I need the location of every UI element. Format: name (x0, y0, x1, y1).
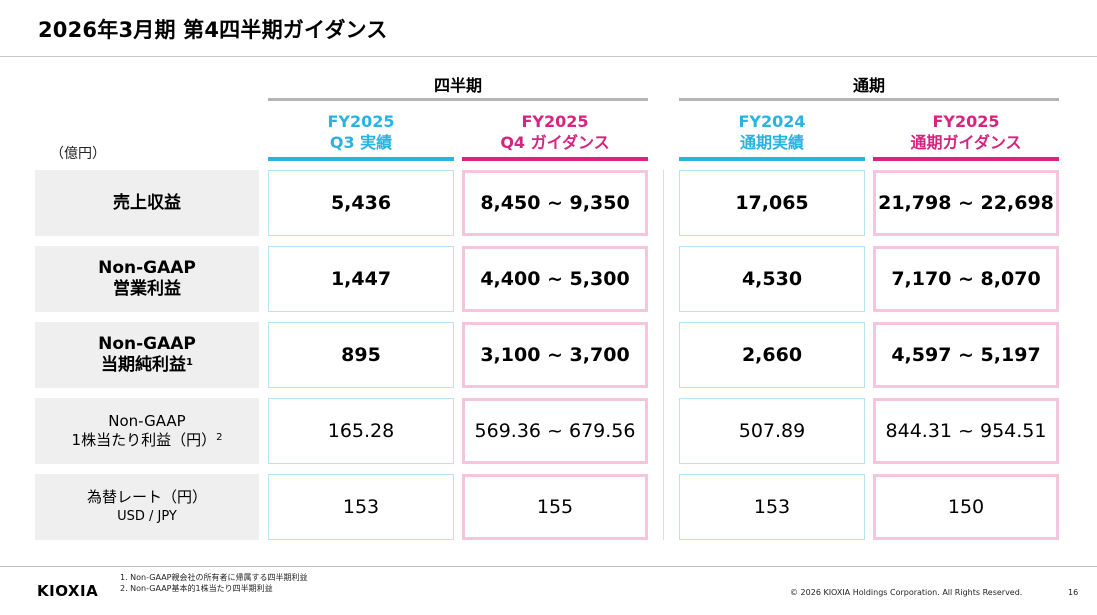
row-label-line2: 1株当たり利益（円） (71, 431, 217, 449)
row-label-line1: Non-GAAP (98, 334, 196, 354)
cell-net-income-fy2025-guidance: 4,597 ~ 5,197 (873, 322, 1059, 388)
cell-eps-q4-guidance: 569.36 ~ 679.56 (462, 398, 648, 464)
row-label-eps: Non-GAAP 1株当たり利益（円）2 (35, 398, 259, 464)
copyright: © 2026 KIOXIA Holdings Corporation. All … (790, 588, 1023, 597)
cell-net-income-q3-actual: 895 (268, 322, 454, 388)
cell-eps-fy2024-actual: 507.89 (679, 398, 865, 464)
column-header-line1: FY2025 (932, 112, 1000, 131)
column-header-line2: Q4 ガイダンス (500, 133, 610, 152)
page-number: 16 (1068, 588, 1079, 597)
column-header-line1: FY2025 (521, 112, 589, 131)
cell-revenue-fy2025-guidance: 21,798 ~ 22,698 (873, 170, 1059, 236)
row-label-line1: 為替レート（円） (86, 488, 207, 506)
cell-net-income-q4-guidance: 3,100 ~ 3,700 (462, 322, 648, 388)
footnote-2: 2. Non-GAAP基本的1株当たり四半期利益 (120, 584, 273, 593)
row-label-line2-wrap: 1株当たり利益（円）2 (72, 431, 223, 450)
page-title: 2026年3月期 第4四半期ガイダンス (38, 18, 388, 42)
row-label-line1: 売上収益 (113, 192, 181, 213)
group-header-quarterly: 四半期 (433, 76, 482, 95)
row-label-line2: USD / JPY (117, 509, 177, 524)
cell-operating-income-q3-actual: 1,447 (268, 246, 454, 312)
kioxia-logo: KIOXIA (37, 582, 99, 600)
column-header-line2: 通期実績 (739, 133, 804, 152)
cell-eps-fy2025-guidance: 844.31 ~ 954.51 (873, 398, 1059, 464)
cell-fx-fy2024-actual: 153 (679, 474, 865, 540)
cell-operating-income-fy2025-guidance: 7,170 ~ 8,070 (873, 246, 1059, 312)
group-separator (663, 170, 664, 540)
column-header-fy2024-actual: FY2024 通期実績 (679, 111, 865, 153)
footer-divider (0, 566, 1097, 567)
cell-fx-fy2025-guidance: 150 (873, 474, 1059, 540)
group-bar-annual (679, 98, 1059, 101)
column-header-line2: 通期ガイダンス (910, 133, 1022, 152)
footnote-ref: 1 (186, 357, 193, 368)
column-header-fy2025-guidance: FY2025 通期ガイダンス (873, 111, 1059, 153)
column-header-line1: FY2024 (738, 112, 806, 131)
cell-revenue-fy2024-actual: 17,065 (679, 170, 865, 236)
column-header-q3-actual: FY2025 Q3 実績 (268, 111, 454, 153)
cell-revenue-q3-actual: 5,436 (268, 170, 454, 236)
group-header-annual: 通期 (852, 76, 885, 95)
unit-label: （億円） (50, 146, 106, 162)
cell-revenue-q4-guidance: 8,450 ~ 9,350 (462, 170, 648, 236)
column-header-line1: FY2025 (327, 112, 395, 131)
cell-operating-income-q4-guidance: 4,400 ~ 5,300 (462, 246, 648, 312)
row-label-exchange-rate: 為替レート（円） USD / JPY (35, 474, 259, 540)
row-label-revenue: 売上収益 (35, 170, 259, 236)
row-label-operating-income: Non-GAAP 営業利益 (35, 246, 259, 312)
row-label-net-income: Non-GAAP 当期純利益1 (35, 322, 259, 388)
cell-eps-q3-actual: 165.28 (268, 398, 454, 464)
group-bar-quarterly (268, 98, 648, 101)
cell-fx-q4-guidance: 155 (462, 474, 648, 540)
column-accent-bar (462, 157, 648, 161)
cell-fx-q3-actual: 153 (268, 474, 454, 540)
row-label-line2: 当期純利益 (101, 355, 187, 375)
title-divider (0, 56, 1097, 57)
column-accent-bar (679, 157, 865, 161)
footnote-1: 1. Non-GAAP親会社の所有者に帰属する四半期利益 (120, 573, 308, 582)
footnote-ref: 2 (216, 432, 223, 443)
column-accent-bar (873, 157, 1059, 161)
column-header-line2: Q3 実績 (329, 133, 393, 152)
row-label-line1: Non-GAAP (98, 258, 196, 278)
row-label-line2-wrap: 当期純利益1 (101, 355, 193, 376)
row-label-line1: Non-GAAP (108, 412, 186, 430)
cell-operating-income-fy2024-actual: 4,530 (679, 246, 865, 312)
cell-net-income-fy2024-actual: 2,660 (679, 322, 865, 388)
column-accent-bar (268, 157, 454, 161)
row-label-line2: 営業利益 (113, 279, 181, 299)
column-header-q4-guidance: FY2025 Q4 ガイダンス (462, 111, 648, 153)
